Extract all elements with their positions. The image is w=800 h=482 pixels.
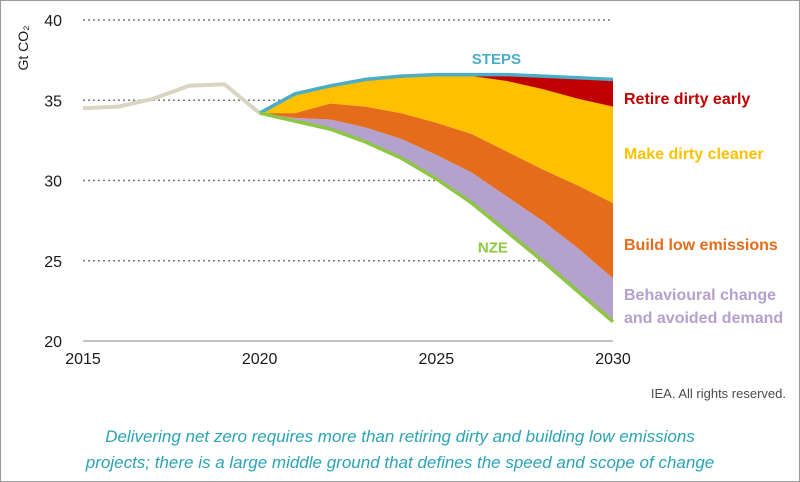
y-tick-label-40: 40 xyxy=(44,13,62,30)
category-label-4: Behavioural change and avoided demand xyxy=(624,287,783,327)
band-build-low-emissions xyxy=(259,103,613,279)
nze-line xyxy=(259,111,615,324)
y-tick-label-25: 25 xyxy=(44,254,62,271)
caption-line-2: projects; there is a large middle ground… xyxy=(85,453,715,472)
line-layer xyxy=(82,72,615,324)
category-label-2: Make dirty cleaner xyxy=(624,146,764,163)
category-label-1: Retire dirty early xyxy=(624,91,750,108)
x-tick-label-2025: 2025 xyxy=(419,351,455,368)
nze-label: NZE xyxy=(478,240,508,257)
x-tick-label-2015: 2015 xyxy=(65,351,101,368)
category-label-line: and avoided demand xyxy=(624,310,783,327)
y-axis-label: Gt CO₂ xyxy=(15,25,31,70)
rights-notice: IEA. All rights reserved. xyxy=(650,386,786,401)
steps-label: STEPS xyxy=(472,51,521,68)
category-label-3: Build low emissions xyxy=(624,237,778,254)
caption: Delivering net zero requires more than r… xyxy=(0,424,800,476)
band-make-dirty-cleaner xyxy=(259,76,613,203)
x-tick-label-2020: 2020 xyxy=(242,351,278,368)
historical-line xyxy=(82,82,261,115)
x-tick-label-2030: 2030 xyxy=(595,351,631,368)
caption-line-1: Delivering net zero requires more than r… xyxy=(105,427,695,446)
y-tick-label-30: 30 xyxy=(44,174,62,191)
steps-line xyxy=(258,72,614,115)
y-tick-label-20: 20 xyxy=(44,334,62,351)
category-label-line: Behavioural change xyxy=(624,287,776,304)
area-layer xyxy=(259,74,613,322)
y-tick-label-35: 35 xyxy=(44,93,62,110)
label-layer: STEPS NZE Retire dirty early Make dirty cle… xyxy=(472,51,783,327)
